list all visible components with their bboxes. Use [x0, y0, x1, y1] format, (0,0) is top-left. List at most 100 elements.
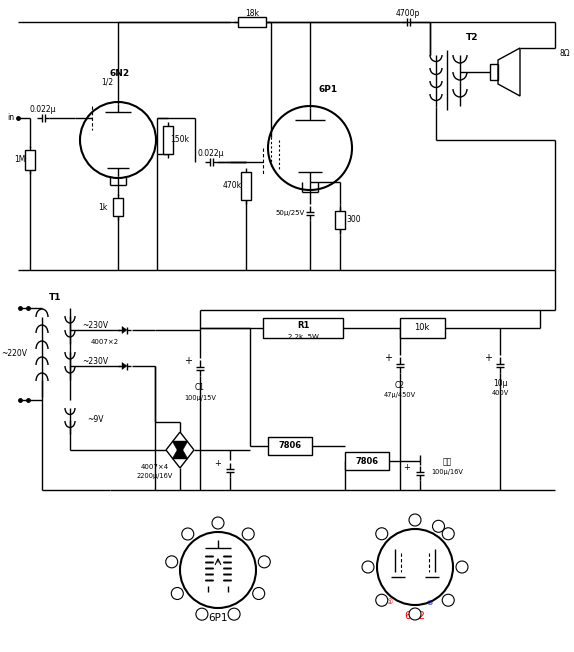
Text: ⑦: ⑦ — [459, 565, 465, 569]
Text: ~230V: ~230V — [82, 357, 108, 366]
Text: ⑥: ⑥ — [246, 531, 251, 537]
Circle shape — [212, 517, 224, 529]
Text: 50μ/25V: 50μ/25V — [276, 210, 305, 216]
Circle shape — [253, 587, 265, 599]
Text: 4007×2: 4007×2 — [91, 339, 119, 345]
Text: ⑨: ⑨ — [231, 612, 237, 617]
Text: ~9V: ~9V — [87, 415, 103, 424]
Text: ⑧: ⑧ — [445, 598, 451, 602]
Text: 灯丝: 灯丝 — [443, 458, 452, 466]
Bar — [241, 172, 251, 200]
Bar — [113, 198, 123, 216]
Text: 150k: 150k — [170, 136, 189, 145]
Text: ⑤: ⑤ — [215, 520, 221, 526]
Text: ④: ④ — [412, 612, 418, 617]
Text: ~220V: ~220V — [1, 349, 27, 359]
Text: 8Ω: 8Ω — [560, 48, 571, 57]
Circle shape — [362, 561, 374, 573]
Text: 470k: 470k — [223, 181, 242, 190]
Text: ⑤: ⑤ — [412, 518, 418, 522]
Bar — [345, 452, 389, 470]
Circle shape — [409, 514, 421, 526]
Text: +: + — [184, 356, 192, 366]
Bar — [400, 318, 445, 338]
Text: R1: R1 — [297, 321, 309, 331]
Circle shape — [228, 608, 240, 620]
Text: ③: ③ — [169, 559, 174, 565]
Text: ①: ① — [199, 612, 205, 617]
Text: 10μ: 10μ — [492, 379, 507, 387]
Text: T2: T2 — [466, 33, 478, 42]
Circle shape — [432, 520, 444, 532]
Circle shape — [180, 532, 256, 608]
Text: 4700p: 4700p — [396, 8, 420, 18]
Text: +: + — [215, 458, 222, 467]
Text: 100μ/16V: 100μ/16V — [431, 469, 463, 475]
Text: ①: ① — [387, 599, 393, 605]
Text: ⑥: ⑥ — [445, 531, 451, 536]
Bar — [163, 126, 173, 154]
Bar — [335, 211, 345, 229]
Text: T1: T1 — [49, 293, 61, 303]
Bar — [263, 318, 343, 338]
Text: ①: ① — [365, 565, 371, 569]
Circle shape — [80, 102, 156, 178]
Circle shape — [442, 594, 454, 606]
Text: 7806: 7806 — [278, 441, 301, 451]
Text: ②: ② — [174, 591, 180, 596]
Circle shape — [171, 587, 183, 599]
Bar — [238, 17, 266, 27]
Circle shape — [258, 556, 270, 568]
Circle shape — [409, 608, 421, 620]
Text: ③: ③ — [379, 531, 385, 536]
Text: ④: ④ — [436, 524, 441, 529]
Circle shape — [242, 528, 254, 540]
Text: +: + — [484, 353, 492, 363]
Text: 400V: 400V — [491, 390, 509, 396]
Text: +: + — [384, 353, 392, 363]
Circle shape — [182, 528, 194, 540]
Bar — [268, 437, 312, 455]
Circle shape — [376, 527, 388, 540]
Text: ⑦: ⑦ — [262, 559, 267, 565]
Text: 300: 300 — [347, 216, 361, 224]
Text: in: in — [7, 113, 14, 123]
Text: 2200μ/16V: 2200μ/16V — [137, 473, 173, 479]
Text: 18k: 18k — [245, 8, 259, 18]
Text: 6N2: 6N2 — [110, 70, 130, 78]
Text: 0.022μ: 0.022μ — [30, 104, 56, 113]
Bar — [490, 64, 498, 80]
Text: 1M: 1M — [14, 155, 26, 164]
Circle shape — [376, 594, 388, 606]
Circle shape — [166, 556, 178, 568]
Circle shape — [442, 527, 454, 540]
Text: C1: C1 — [195, 383, 205, 393]
Polygon shape — [122, 327, 127, 334]
Polygon shape — [172, 441, 188, 455]
Text: +: + — [404, 462, 410, 471]
Text: 7806: 7806 — [355, 456, 379, 466]
Polygon shape — [172, 445, 188, 459]
Text: 4007×4: 4007×4 — [141, 464, 169, 470]
Text: C2: C2 — [395, 381, 405, 389]
Circle shape — [196, 608, 208, 620]
Text: 2.2k  5W: 2.2k 5W — [288, 334, 319, 340]
Text: 6N2: 6N2 — [405, 611, 425, 621]
Circle shape — [456, 561, 468, 573]
Polygon shape — [122, 363, 127, 370]
Text: 47μ/450V: 47μ/450V — [384, 392, 416, 398]
Text: ④: ④ — [185, 531, 191, 537]
Text: ~230V: ~230V — [82, 321, 108, 329]
Text: 10k: 10k — [414, 323, 430, 333]
Text: 1k: 1k — [98, 203, 108, 211]
Text: 1/2: 1/2 — [101, 78, 113, 87]
Text: ②: ② — [379, 598, 385, 602]
Text: 0.022μ: 0.022μ — [198, 149, 224, 158]
Text: 6P1: 6P1 — [208, 613, 228, 623]
Text: 100μ/15V: 100μ/15V — [184, 395, 216, 401]
Circle shape — [268, 106, 352, 190]
Text: ⑧: ⑧ — [256, 591, 262, 596]
Circle shape — [377, 529, 453, 605]
Text: ⑩: ⑩ — [427, 600, 433, 606]
Bar — [25, 150, 35, 170]
